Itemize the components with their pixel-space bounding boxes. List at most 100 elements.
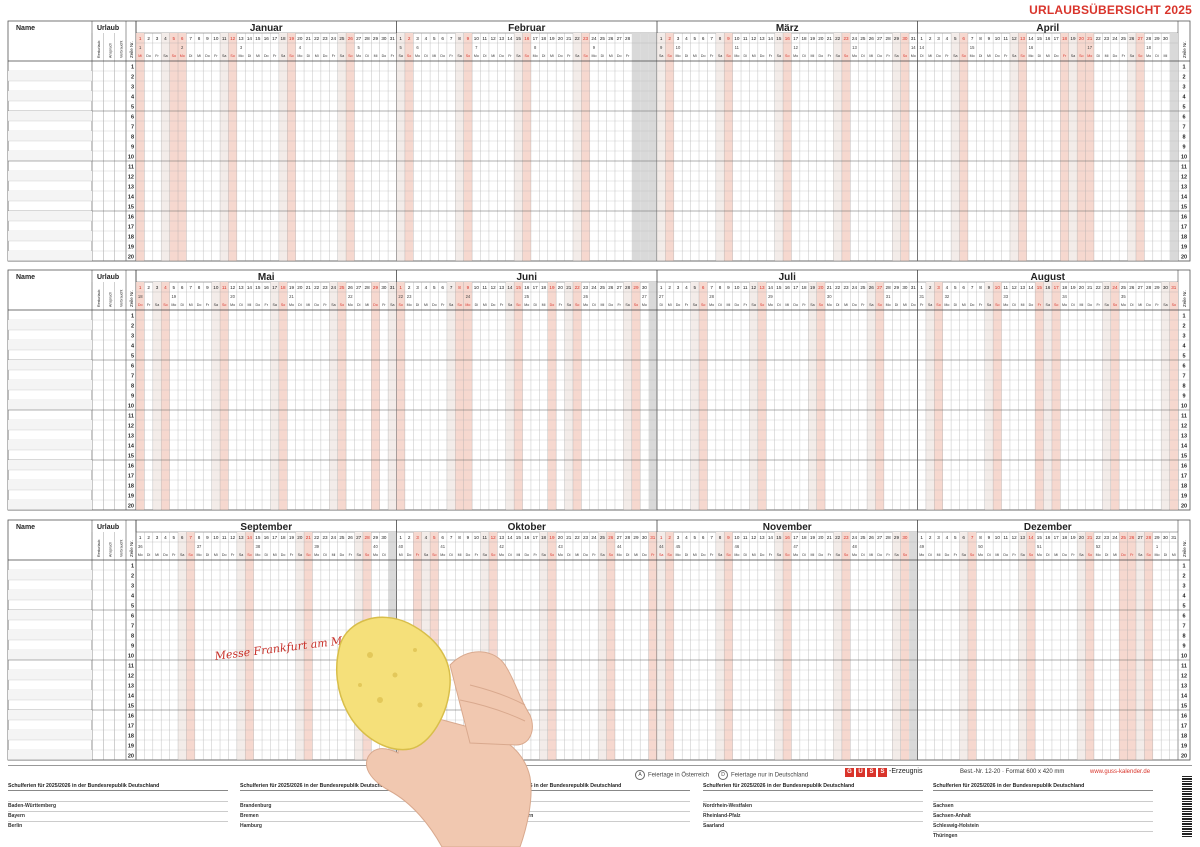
row-number-right: 2 [1182, 324, 1185, 330]
weekday-label: Sa [281, 54, 285, 58]
school-holidays-title: Schulferien für 2025/2026 in der Bundesr… [240, 783, 392, 789]
brand-logo: G U S S -Erzeugnis [845, 768, 922, 777]
week-number: 1 [1156, 544, 1159, 549]
day-number: 3 [156, 285, 159, 290]
row-number-right: 6 [1182, 115, 1185, 121]
weekday-label: Mo [180, 54, 185, 58]
day-number: 8 [198, 535, 201, 540]
weekday-label: Sa [222, 54, 226, 58]
day-number: 18 [280, 535, 286, 540]
weekday-label: Do [1113, 54, 1118, 58]
day-number: 4 [685, 36, 688, 41]
day-number: 31 [390, 36, 396, 41]
week-number: 32 [945, 294, 950, 299]
saturday-column [925, 282, 935, 510]
weekday-label: So [516, 303, 520, 307]
day-number: 30 [902, 285, 908, 290]
zeile-label-right: Zeile Nr. [1182, 290, 1187, 307]
day-number: 5 [954, 535, 957, 540]
day-number: 19 [1070, 535, 1076, 540]
weekday-label: Mo [255, 553, 260, 557]
weekday-label: So [667, 54, 671, 58]
sunday-holiday-column [547, 532, 557, 760]
day-number: 9 [467, 535, 470, 540]
weekday-label: Di [601, 54, 605, 58]
school-state-label: Sachsen [933, 803, 954, 809]
weekday-label: Sa [693, 303, 697, 307]
day-number: 9 [467, 36, 470, 41]
row-number-right: 10 [1181, 404, 1187, 410]
month-name: März [776, 23, 799, 34]
urlaub-col-label: Resturlaub [97, 540, 101, 557]
sunday-holiday-column [1060, 33, 1069, 261]
weekday-label: Sa [483, 553, 487, 557]
urlaub-header: Urlaub [97, 25, 119, 32]
weekday-label: Do [877, 54, 882, 58]
day-number: 8 [458, 535, 461, 540]
day-number: 1 [139, 285, 142, 290]
week-number: 18 [1146, 45, 1151, 50]
row-number-right: 18 [1181, 734, 1187, 740]
saturday-column [220, 33, 229, 261]
day-number: 29 [1154, 36, 1160, 41]
week-number: 9 [660, 45, 663, 50]
row-number-right: 20 [1181, 504, 1187, 510]
weekday-label: Do [701, 54, 706, 58]
weekday-label: Mi [458, 553, 462, 557]
day-number: 25 [600, 36, 606, 41]
day-number: 8 [719, 36, 722, 41]
day-number: 27 [1138, 285, 1144, 290]
weekday-label: Di [659, 303, 663, 307]
weekday-label: Mi [1163, 54, 1167, 58]
weekday-label: Mi [332, 553, 336, 557]
weekday-label: Do [970, 303, 975, 307]
day-number: 28 [1146, 285, 1152, 290]
weekday-label: So [1138, 54, 1142, 58]
row-stripe [8, 420, 92, 430]
day-number: 8 [458, 36, 461, 41]
weekday-label: Mo [558, 553, 563, 557]
school-table-row-line [470, 821, 690, 822]
day-number: 3 [156, 535, 159, 540]
weekday-label: So [609, 553, 613, 557]
weekday-label: Mi [785, 303, 789, 307]
weekday-label: Fr [651, 553, 655, 557]
week-number: 23 [407, 294, 412, 299]
weekday-label: Di [744, 553, 748, 557]
row-number-right: 8 [1182, 384, 1185, 390]
weekday-label: Mi [365, 303, 369, 307]
saturday-column [1018, 532, 1027, 760]
day-number: 5 [173, 535, 176, 540]
sunday-holiday-column [136, 33, 145, 261]
week-number: 48 [852, 544, 857, 549]
weekday-label: Mo [1087, 54, 1092, 58]
row-number: 10 [128, 155, 134, 161]
weekday-label: Sa [659, 553, 663, 557]
day-number: 16 [1045, 285, 1051, 290]
day-number: 12 [230, 535, 236, 540]
weekday-label: Mo [297, 54, 302, 58]
row-stripe [8, 710, 92, 720]
week-number: 5 [400, 45, 403, 50]
day-number: 21 [1087, 535, 1093, 540]
sunday-holiday-column [161, 282, 170, 510]
saturday-column [1127, 33, 1136, 261]
weekday-label: Mo [1037, 553, 1042, 557]
row-number: 8 [131, 135, 134, 141]
day-number: 18 [801, 36, 807, 41]
day-number: 24 [852, 535, 858, 540]
school-table-row-line [8, 801, 228, 802]
saturday-column [337, 33, 347, 261]
saturday-column [892, 33, 901, 261]
weekday-label: Di [777, 303, 781, 307]
weekday-label: Do [760, 54, 765, 58]
weekday-label: Di [1038, 54, 1042, 58]
weekday-label: Mo [852, 54, 857, 58]
saturday-column [1043, 282, 1052, 510]
school-holidays-table: Sachsen Sachsen-Anhalt Schleswig-Holstein T… [933, 790, 1153, 839]
weekday-label: Mo [1062, 303, 1067, 307]
day-number: 12 [230, 285, 236, 290]
weekday-label: Fr [954, 553, 958, 557]
day-number: 31 [1171, 535, 1177, 540]
day-number: 1 [399, 285, 402, 290]
